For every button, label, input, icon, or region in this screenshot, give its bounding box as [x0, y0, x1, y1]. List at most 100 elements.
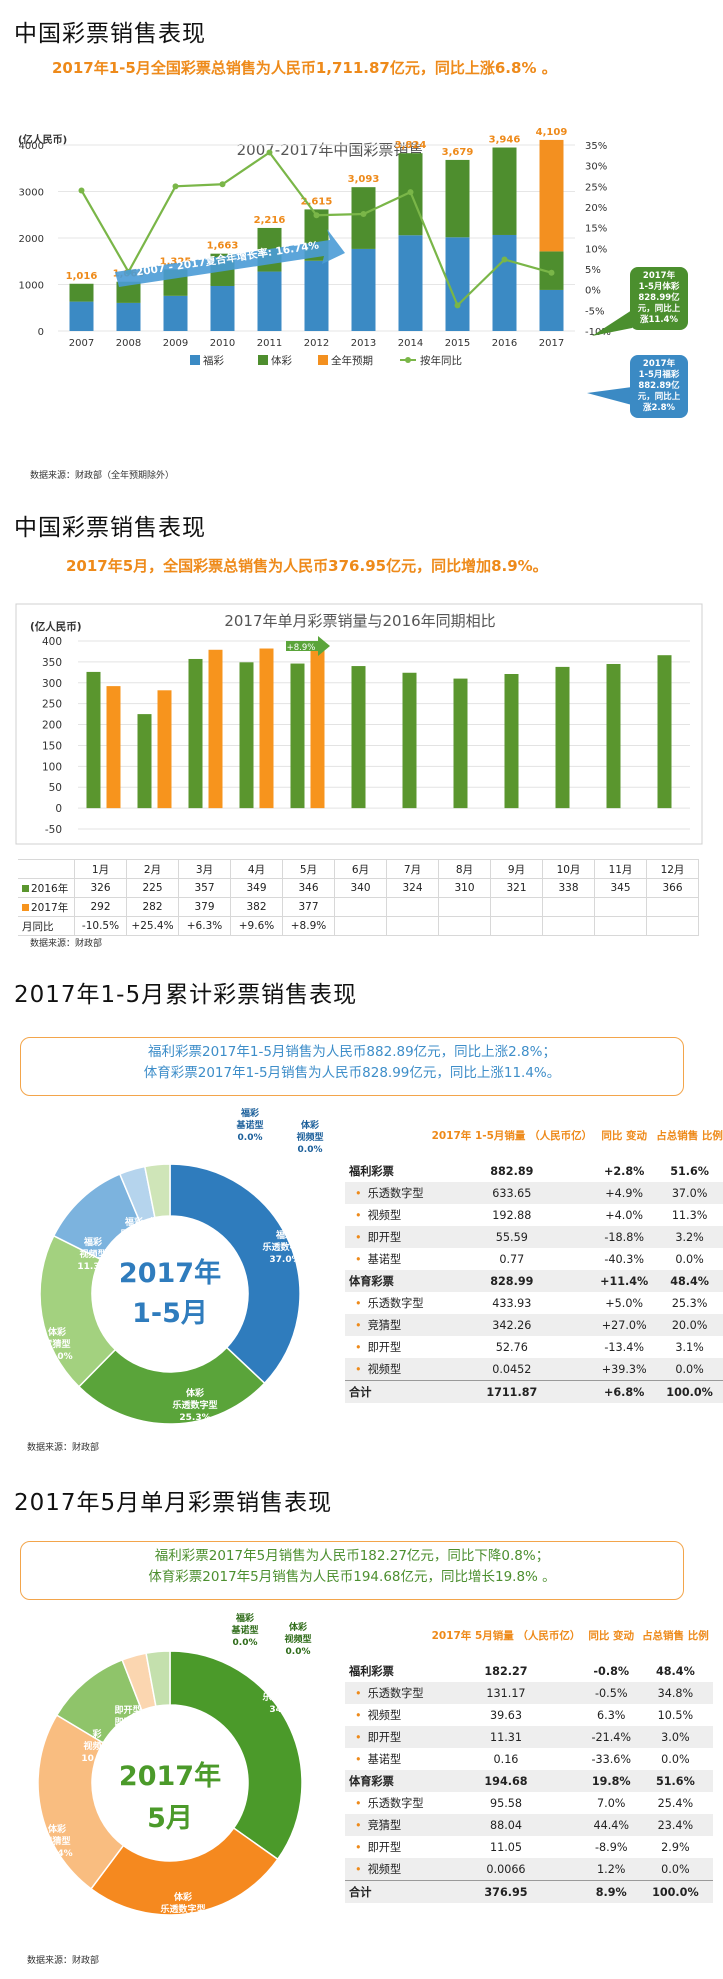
chart1-bar-体彩	[69, 283, 94, 302]
monthly-table-cell: 379	[178, 897, 231, 917]
chart1-y2tick: 0%	[585, 286, 601, 297]
chart1-total-label: 1,325	[160, 256, 192, 267]
donut-label: 即开型	[144, 1228, 171, 1240]
table-row: • 即开型 11.05 -8.9% 2.9%	[345, 1836, 713, 1858]
monthly-table-cell	[594, 897, 647, 917]
monthly-table-cell	[334, 897, 387, 917]
donut-label: 体彩	[48, 1823, 66, 1835]
table-row: 福利彩票 882.89 +2.8% 51.6%	[345, 1160, 723, 1182]
donut-label: 福彩	[240, 1107, 259, 1119]
donut-label: 34.8%	[269, 1705, 300, 1715]
monthly-table-row: 2017年 292 282 379 382 377	[18, 897, 699, 917]
donut-label: 3.1%	[146, 1242, 171, 1252]
table-row-name: • 视频型	[345, 1704, 428, 1726]
chart1-y2tick: 20%	[585, 203, 607, 214]
table-row: • 即开型 11.31 -21.4% 3.0%	[345, 1726, 713, 1748]
table-row-label: 即开型	[367, 1731, 402, 1744]
monthly-table-cell: 324	[386, 878, 439, 898]
section4-title: 2017年5月单月彩票销售表现	[14, 1490, 333, 1516]
table-cell: 48.4%	[655, 1664, 695, 1678]
table-cell: +5.0%	[605, 1296, 644, 1310]
table-cell: 95.58	[489, 1796, 522, 1810]
chart1-y2tick: 15%	[585, 224, 607, 235]
chart1-xtick: 2015	[445, 338, 470, 349]
donut-label: 福彩	[235, 1612, 254, 1624]
chart2-bar-2016	[137, 714, 152, 809]
monthly-table-cell	[594, 916, 647, 936]
table-cell: 0.0%	[661, 1752, 690, 1766]
chart1-y2tick: 25%	[585, 182, 607, 193]
monthly-table-cell	[438, 916, 491, 936]
chart1-bar-体彩	[116, 281, 141, 303]
monthly-table-cell: 382	[230, 897, 283, 917]
bullet-icon: •	[355, 1187, 362, 1200]
chart2-ytick: 350	[42, 657, 62, 669]
donut-label: 福彩	[275, 1229, 294, 1241]
donut-label: 竞猜型	[42, 1338, 70, 1350]
table-cell: 88.04	[427, 1814, 585, 1836]
donut-label: 即开型	[114, 1704, 141, 1716]
table-cell: +6.8%	[596, 1380, 653, 1403]
chart1-xtick: 2011	[257, 338, 282, 349]
chart1-bar-福彩	[539, 289, 564, 331]
section2-source: 数据来源：财政部	[30, 939, 103, 949]
donut-label: 0.0%	[238, 1133, 263, 1143]
monthly-table-cell: 225	[126, 878, 179, 898]
bullet-icon: •	[355, 1231, 362, 1244]
donut-label: 福彩	[83, 1236, 102, 1248]
monthly-sales-chart: (亿人民币) 2017年单月彩票销量与2016年同期相比 -50 0 50 100 15…	[15, 603, 703, 845]
table-header-row: 2017年 1-5月销量 （人民币亿） 同比 变动 占总销售 比例	[345, 1112, 723, 1160]
table-cell: 6.3%	[597, 1708, 626, 1722]
table-cell: 376.95	[427, 1880, 585, 1903]
ytd-donut-center-line2: 1-5月	[132, 1298, 208, 1329]
table-header-cell: 占总销售 比例	[642, 1629, 709, 1642]
may-donut-center-line2: 5月	[147, 1803, 193, 1834]
monthly-table-cell: 366	[646, 878, 699, 898]
monthly-table-cell: 282	[126, 897, 179, 917]
chart1-bar-福彩	[163, 295, 188, 331]
table-row: • 即开型 52.76 -13.4% 3.1%	[345, 1336, 723, 1358]
monthly-table-cell	[490, 897, 543, 917]
table-row-label: 视频型	[367, 1363, 402, 1376]
table-cell: 48.4%	[652, 1270, 723, 1292]
chart1-bar-福彩	[351, 248, 376, 331]
table-cell: 2.9%	[661, 1840, 690, 1854]
legend-swatch	[318, 355, 328, 365]
table-row: 体育彩票 194.68 19.8% 51.6%	[345, 1770, 713, 1792]
section4-box-line2: 体育彩票2017年5月销售为人民币194.68亿元，同比增长19.8% 。	[148, 1569, 556, 1585]
table-cell: -33.6%	[591, 1752, 632, 1766]
chart2-ytick: 300	[42, 678, 62, 690]
table-cell: +2.8%	[603, 1164, 645, 1178]
chart1-y2tick: 35%	[585, 141, 607, 152]
monthly-table-swatch	[22, 903, 29, 911]
may-donut	[37, 1650, 303, 1916]
monthly-table-cell	[386, 916, 439, 936]
table-cell: 25.4%	[657, 1796, 694, 1810]
chart2-bar-2017	[259, 648, 274, 809]
bullet-icon: •	[355, 1363, 362, 1376]
table-row-label: 合计	[349, 1886, 372, 1899]
table-cell: 51.6%	[670, 1164, 709, 1178]
donut-label: 0.0%	[233, 1638, 258, 1648]
table-cell: -0.5%	[584, 1682, 639, 1704]
table-cell: +39.3%	[596, 1358, 653, 1381]
chart1-total-label: 2,615	[301, 196, 333, 207]
table-cell: 0.0%	[652, 1358, 723, 1381]
table-row-name: • 基诺型	[345, 1248, 428, 1270]
table-row: • 乐透数字型 95.58 7.0% 25.4%	[345, 1792, 713, 1814]
chart2-ytick: -50	[45, 824, 62, 836]
chart1-yoy-line	[78, 149, 555, 309]
chart2-bar-2016	[402, 672, 417, 809]
chart2-ytick: 50	[49, 782, 62, 794]
table-cell: -18.8%	[596, 1226, 653, 1248]
section3-title: 2017年1-5月累计彩票销售表现	[14, 982, 358, 1008]
chart2-bar-2017	[310, 650, 325, 809]
chart2-bar-2017	[106, 686, 121, 809]
table-cell: 52.76	[495, 1340, 528, 1354]
table-cell: 20.0%	[652, 1314, 723, 1336]
donut-slice	[169, 1163, 301, 1385]
table-row-label: 体育彩票	[349, 1275, 394, 1288]
table-cell: 51.6%	[638, 1770, 713, 1792]
donut-label: 体彩	[147, 1711, 165, 1723]
donut-label: 即开型	[142, 1723, 169, 1735]
